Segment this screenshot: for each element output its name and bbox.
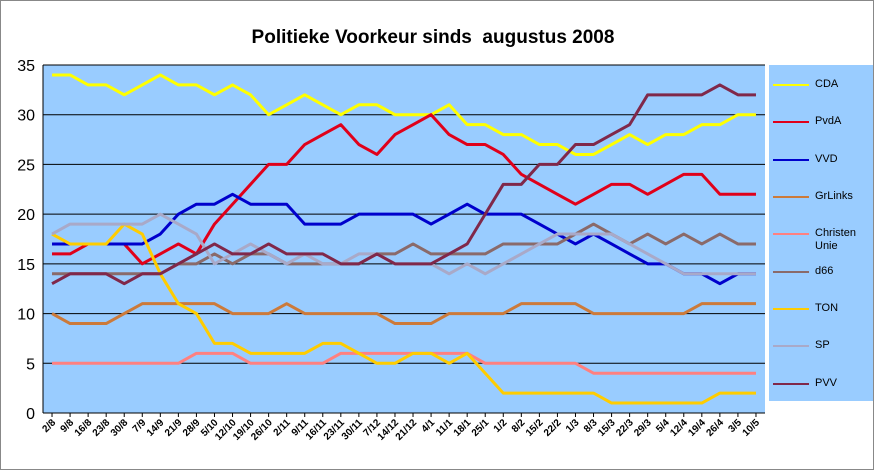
x-tick-label: 15/2 (524, 417, 546, 439)
series-line (52, 192, 756, 286)
x-tick-label: 2/8 (41, 417, 59, 435)
x-tick-label: 23/8 (91, 417, 113, 439)
legend-label: SP (815, 339, 830, 352)
legend-swatch (773, 382, 809, 385)
legend-swatch (773, 308, 809, 310)
series-line (52, 73, 756, 156)
series-line (51, 222, 756, 405)
x-tick-label: 11/1 (434, 417, 455, 438)
series-line (52, 113, 756, 266)
x-tick-label: 28/9 (181, 417, 203, 439)
x-tick-label: 1/3 (564, 417, 582, 435)
legend-item: PVV (769, 369, 873, 399)
y-tick-label: 25 (17, 157, 35, 174)
legend-label: Christen Unie (815, 227, 856, 253)
legend-swatch (773, 345, 809, 348)
legend-item: TON (769, 294, 873, 324)
x-tick-label: 29/3 (632, 417, 654, 439)
x-tick-label: 1/2 (492, 417, 510, 435)
x-tick-label: 22/3 (614, 417, 636, 439)
legend-swatch (773, 270, 809, 273)
y-tick-label: 30 (17, 108, 35, 125)
legend-label: PvdA (815, 115, 842, 128)
y-tick-label: 5 (26, 356, 35, 373)
x-tick-label: 2/11 (272, 417, 293, 438)
x-tick-label: 14/9 (145, 417, 167, 439)
legend-label: CDA (815, 78, 839, 90)
x-tick-label: 19/4 (686, 417, 708, 439)
legend-item: d66 (769, 257, 873, 287)
legend-item: VVD (769, 145, 873, 175)
legend-item: GrLinks (769, 182, 873, 212)
legend-label: PVV (815, 376, 838, 389)
x-tick-label: 25/1 (470, 417, 492, 439)
x-tick-label: 16/8 (73, 417, 95, 439)
legend-swatch (773, 121, 809, 124)
x-tick-label: 21/12 (394, 417, 420, 443)
series-line (51, 83, 756, 286)
x-tick-label: 15/3 (596, 417, 618, 439)
x-tick-label: 26/4 (704, 417, 726, 439)
y-tick-label: 20 (17, 207, 35, 224)
legend: CDA PvdA VVD GrLinks Christen Unie d66 TON SP PV… (769, 65, 873, 401)
legend-swatch (773, 158, 809, 161)
legend-swatch (773, 233, 809, 236)
legend-item: PvdA (769, 107, 873, 137)
chart-title: Politieke Voorkeur sinds augustus 2008 (252, 27, 615, 48)
x-tick-label: 21/9 (163, 417, 185, 439)
legend-label: GrLinks (815, 190, 853, 202)
y-tick-label: 10 (17, 307, 35, 324)
legend-item: SP (769, 331, 873, 361)
legend-item: CDA (769, 70, 873, 100)
x-tick-label: 10/5 (741, 417, 763, 439)
plot-area (43, 65, 765, 413)
legend-swatch (773, 196, 809, 198)
legend-label: VVD (815, 152, 838, 165)
x-tick-label: 22/2 (542, 417, 564, 439)
legend-swatch (773, 84, 809, 86)
series-line (51, 302, 756, 326)
legend-label: TON (815, 302, 839, 314)
y-tick-label: 35 (17, 58, 35, 75)
legend-item: Christen Unie (769, 219, 873, 252)
legend-label: d66 (815, 264, 834, 277)
y-tick-label: 15 (17, 257, 35, 274)
x-tick-label: 12/4 (668, 417, 690, 439)
x-tick-label: 18/1 (452, 417, 474, 439)
x-tick-label: 30/8 (109, 417, 131, 439)
series-line (52, 351, 756, 375)
y-tick-label: 0 (26, 406, 35, 423)
